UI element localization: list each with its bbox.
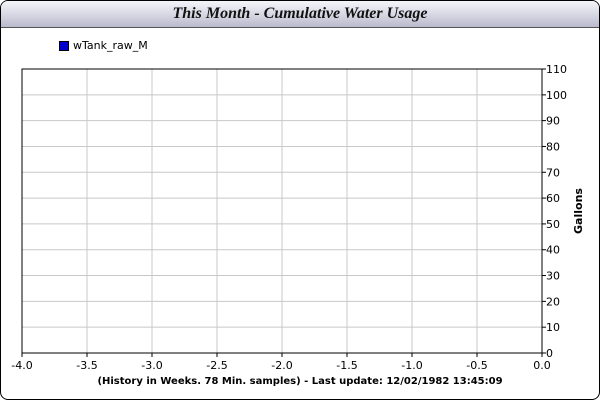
grid <box>21 68 543 354</box>
y-tick-label: 50 <box>546 218 560 231</box>
y-tick-label: 0 <box>546 347 553 360</box>
legend: wTank_raw_M <box>59 39 148 52</box>
x-tick-label: -1.5 <box>336 359 357 372</box>
x-tick-label: -2.0 <box>271 359 292 372</box>
x-tick-label: -1.0 <box>401 359 422 372</box>
y-tick-label: 100 <box>546 89 567 102</box>
x-tick-label: -2.5 <box>206 359 227 372</box>
y-tick-label: 80 <box>546 140 560 153</box>
x-tick-label: -3.0 <box>141 359 162 372</box>
y-tick-label: 70 <box>546 166 560 179</box>
y-tick-label: 90 <box>546 115 560 128</box>
legend-swatch <box>59 40 69 51</box>
y-tick-label: 110 <box>546 63 567 76</box>
x-axis: -4.0 -3.5 -3.0 -2.5 -2.0 -1.5 -1.0 -0.5 0.0 <box>11 353 551 372</box>
y-tick-label: 20 <box>546 295 560 308</box>
y-tick-label: 40 <box>546 244 560 257</box>
title-bar: This Month - Cumulative Water Usage <box>1 1 599 28</box>
chart-title: This Month - Cumulative Water Usage <box>172 5 428 22</box>
x-tick-label: 0.0 <box>533 359 551 372</box>
legend-label: wTank_raw_M <box>73 39 148 52</box>
x-axis-caption: (History in Weeks. 78 Min. samples) - La… <box>97 376 503 387</box>
y-axis-title: Gallons <box>572 188 585 234</box>
x-tick-label: -3.5 <box>76 359 97 372</box>
y-tick-label: 30 <box>546 270 560 283</box>
y-axis: 0 10 20 30 40 50 60 70 80 90 100 110 <box>542 63 567 360</box>
y-tick-label: 10 <box>546 321 560 334</box>
x-tick-label: -0.5 <box>466 359 487 372</box>
y-tick-label: 60 <box>546 192 560 205</box>
x-tick-label: -4.0 <box>11 359 32 372</box>
